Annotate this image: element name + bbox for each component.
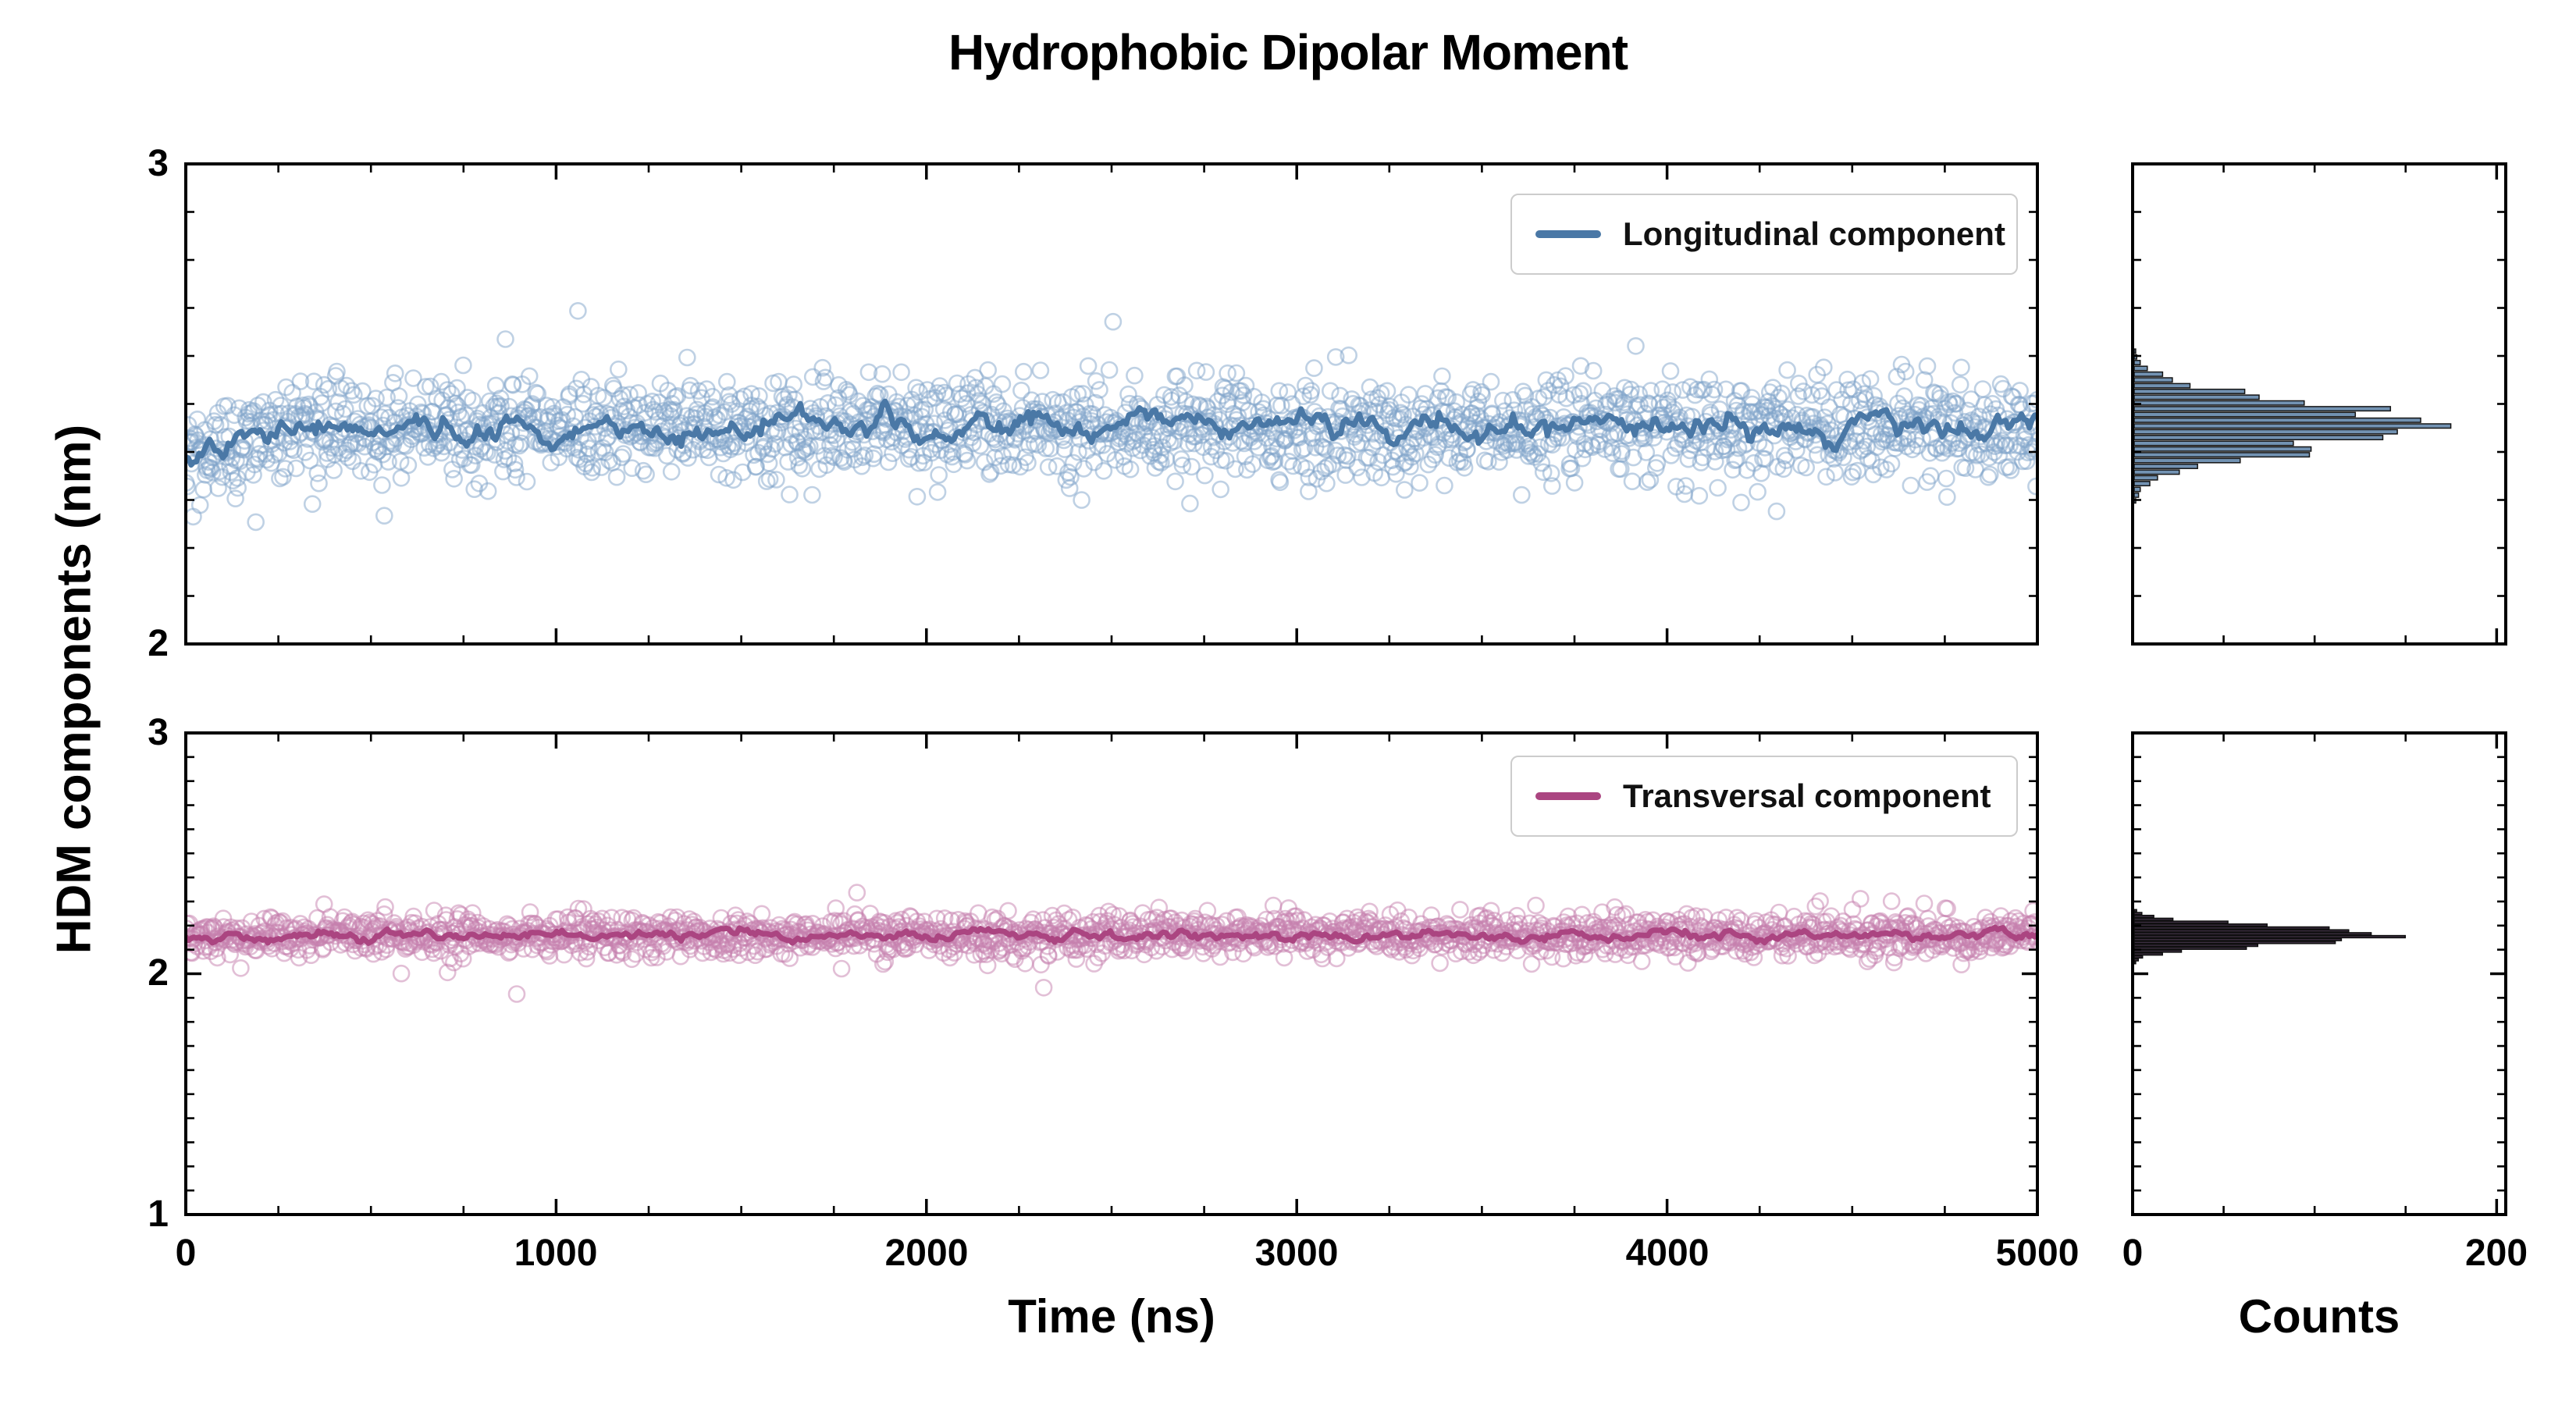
x-tick-1000: 1000 bbox=[514, 1232, 598, 1274]
axis-ticks-transversal bbox=[184, 731, 2506, 1216]
trend-line-longitudinal bbox=[186, 398, 2037, 468]
x-tick-4000: 4000 bbox=[1625, 1232, 1710, 1274]
counts-axis-label: Counts bbox=[2238, 1290, 2400, 1343]
y-axis-label: HDM components (nm) bbox=[47, 424, 101, 955]
scatter-points-transversal bbox=[186, 884, 2037, 1003]
histogram-panel-frame-transversal bbox=[2131, 731, 2507, 1216]
counts-tick-200: 200 bbox=[2464, 1232, 2528, 1274]
histogram-bars-transversal bbox=[2133, 909, 2407, 965]
histogram-bars-longitudinal bbox=[2133, 348, 2452, 504]
figure-title: Hydrophobic Dipolar Moment bbox=[948, 24, 1628, 80]
trend-line-transversal bbox=[186, 924, 2037, 946]
y-tick-bot-2: 2 bbox=[148, 952, 169, 994]
legend-label-longitudinal: Longitudinal component bbox=[1623, 215, 2005, 252]
scatter-points-longitudinal bbox=[186, 301, 2037, 532]
legend-transversal: Transversal component bbox=[1510, 756, 2018, 837]
axis-ticks-longitudinal bbox=[184, 162, 2506, 646]
x-tick-3000: 3000 bbox=[1254, 1232, 1339, 1274]
x-tick-0: 0 bbox=[175, 1232, 197, 1274]
y-tick-top-2: 2 bbox=[148, 623, 169, 664]
x-tick-2000: 2000 bbox=[884, 1232, 969, 1274]
legend-line-swatch-transversal bbox=[1535, 792, 1601, 800]
counts-tick-0: 0 bbox=[2122, 1232, 2144, 1274]
x-tick-5000: 5000 bbox=[1995, 1232, 2080, 1274]
x-axis-label: Time (ns) bbox=[1008, 1290, 1215, 1343]
legend-longitudinal: Longitudinal component bbox=[1510, 194, 2018, 275]
legend-line-swatch-longitudinal bbox=[1535, 230, 1601, 238]
y-tick-bot-1: 1 bbox=[148, 1193, 169, 1235]
y-tick-top-3: 3 bbox=[148, 143, 169, 184]
legend-label-transversal: Transversal component bbox=[1623, 777, 1991, 814]
y-tick-bot-3: 3 bbox=[148, 712, 169, 753]
